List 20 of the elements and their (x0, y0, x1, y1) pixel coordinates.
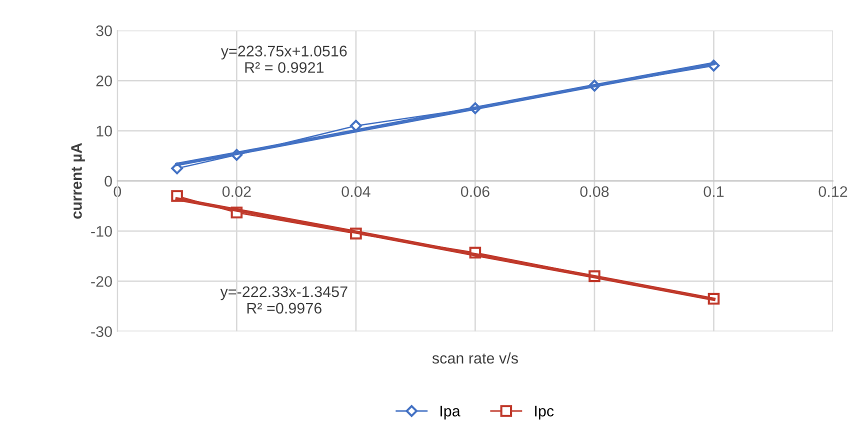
y-tick-label: 10 (96, 126, 112, 136)
x-tick-label: 0.06 (460, 186, 490, 198)
y-axis-title: current µA (71, 142, 85, 219)
x-tick-label: 0.02 (222, 186, 251, 198)
legend-label: Ipc (535, 406, 554, 420)
annotation: y=223.75x+1.0516 R² = 0.9921 (220, 46, 347, 73)
y-tick-label: 0 (104, 176, 112, 187)
x-tick-label: 0.04 (342, 186, 370, 198)
x-tick-label: 0.08 (580, 186, 609, 198)
y-tick-label: 30 (96, 25, 112, 36)
x-tick-label: 0 (114, 186, 122, 198)
x-tick-label: 0.1 (704, 186, 724, 198)
x-tick-label: 0.12 (818, 186, 848, 198)
x-axis-title: scan rate v/s (432, 352, 518, 364)
legend-label: Ipa (440, 406, 460, 420)
y-tick-label: -10 (91, 226, 112, 237)
y-tick-label: 20 (96, 76, 112, 86)
y-tick-label: -20 (91, 276, 112, 287)
y-tick-label: -30 (91, 326, 112, 338)
annotation: y=-222.33x-1.3457 R² =0.9976 (220, 286, 348, 314)
